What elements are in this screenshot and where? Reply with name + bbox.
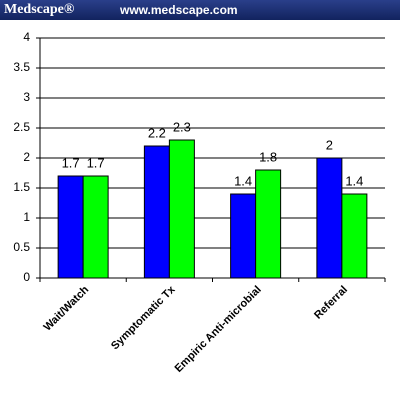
value-label: 1.8 [259,149,277,164]
bar [143,145,170,279]
y-tick-label: 3.5 [13,60,30,74]
bar [255,169,282,279]
bar [230,193,257,279]
value-label: 2.3 [173,119,191,134]
value-label: 1.7 [87,155,105,170]
x-tick-label: Symptomatic Tx [109,283,178,352]
bar [168,139,195,279]
y-tick-label: 1.5 [13,180,30,194]
y-tick-label: 2 [23,150,30,164]
value-label: 2.2 [148,125,166,140]
bar [316,157,343,279]
x-tick-label: Referral [312,284,350,322]
bar [341,193,368,279]
y-tick-label: 0 [23,270,30,284]
bar [57,175,84,279]
y-tick-label: 1 [23,210,30,224]
x-tick-label: Wait/Watch [41,283,91,333]
y-tick-label: 0.5 [13,240,30,254]
value-label: 1.4 [234,173,252,188]
bar [82,175,109,279]
x-tick-label: Empiric Anti-microbial [173,284,264,375]
value-label: 2 [326,137,333,152]
header: Medscape® www.medscape.com [0,0,400,20]
y-tick-label: 3 [23,90,30,104]
y-tick-label: 4 [23,30,30,44]
value-label: 1.4 [345,173,363,188]
y-tick-label: 2.5 [13,120,30,134]
brand: Medscape® [4,2,75,17]
value-label: 1.7 [62,155,80,170]
url: www.medscape.com [120,3,238,17]
